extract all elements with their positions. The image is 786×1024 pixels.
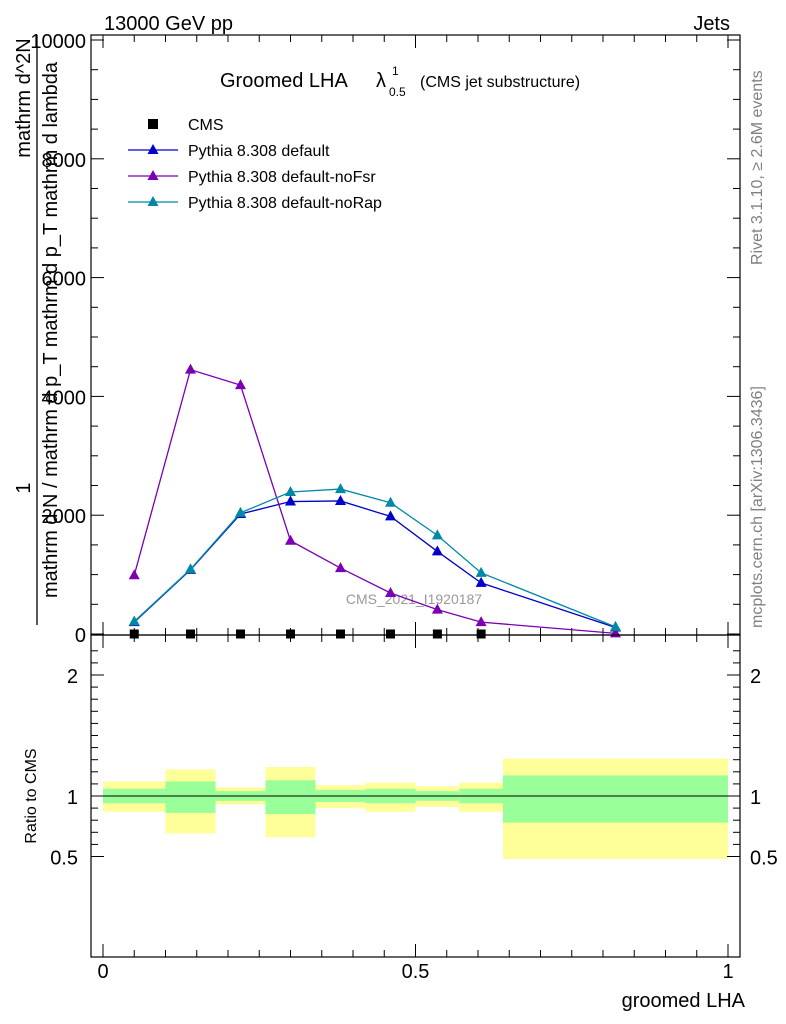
data-point-triangle: [475, 566, 487, 577]
data-point-triangle: [610, 620, 621, 631]
data-point-triangle: [475, 616, 487, 627]
legend: CMS Pythia 8.308 default Pythia 8.308 defa…: [128, 117, 382, 212]
legend-label: Pythia 8.308 default-noRap: [188, 195, 382, 212]
y-tick-label: 2000: [42, 506, 87, 528]
y-tick-label: 8000: [42, 150, 87, 172]
title-extra: (CMS jet substructure): [420, 74, 580, 91]
series-line: [133, 500, 616, 629]
legend-entry: Pythia 8.308 default-noRap: [128, 195, 382, 212]
x-tick-label: 0.5: [402, 961, 430, 983]
data-point-triangle: [431, 603, 443, 614]
ratio-y-tick-label-right: 0.5: [750, 848, 778, 870]
ratio-y-tick-label: 1: [67, 787, 78, 809]
y-axis-label-overlay: mathrm d^2N: [13, 38, 35, 157]
ratio-y-tick-label: 0.5: [50, 848, 78, 870]
series-1: [128, 494, 621, 632]
data-point-triangle: [475, 576, 487, 587]
title-superscript: 1: [392, 64, 399, 78]
series-0: [129, 629, 486, 639]
legend-label: Pythia 8.308 default-noFsr: [188, 169, 376, 186]
rivet-version-label: Rivet 3.1.10, ≥ 2.6M events: [749, 70, 766, 265]
title-subscript: 0.5: [389, 85, 406, 99]
series-layer: [128, 363, 621, 639]
plot-title: Groomed LHA λ 1 0.5 (CMS jet substructur…: [220, 64, 580, 99]
title-main: Groomed LHA: [220, 70, 348, 92]
legend-marker-triangle: [147, 196, 159, 206]
y-tick-label: 6000: [42, 269, 87, 291]
main-x-ticks: [102, 35, 729, 635]
legend-entry: CMS: [148, 117, 224, 134]
data-point-square: [186, 629, 195, 639]
main-y-axis: 0 2000 4000 6000 8000 10000: [30, 31, 740, 647]
x-tick-label: 0: [97, 961, 108, 983]
legend-entry: Pythia 8.308 default: [128, 143, 330, 160]
data-point-triangle: [285, 486, 296, 497]
data-point-triangle: [385, 587, 396, 598]
data-point-square: [386, 629, 395, 639]
ratio-x-axis: 0 0.5 1: [97, 635, 734, 983]
ratio-bands: [103, 758, 728, 859]
data-point-square: [236, 629, 245, 639]
data-point-triangle: [128, 569, 140, 580]
y-tick-label: 10000: [30, 31, 86, 53]
data-point-square: [129, 629, 139, 639]
legend-marker-triangle: [147, 170, 159, 180]
data-point-triangle: [385, 496, 396, 507]
data-point-triangle: [431, 545, 443, 556]
ratio-band-inner: [165, 781, 216, 813]
data-point-square: [336, 629, 345, 639]
legend-marker-square: [148, 119, 158, 129]
ratio-y-axis-label: Ratio to CMS: [23, 748, 40, 843]
data-point-triangle: [185, 563, 196, 574]
ratio-band-inner: [265, 780, 316, 815]
data-point-triangle: [335, 562, 346, 573]
ratio-band-inner: [503, 775, 728, 823]
legend-label: CMS: [188, 117, 224, 134]
series-2: [128, 363, 621, 638]
series-3: [128, 483, 621, 631]
ratio-y-tick-label-right: 1: [750, 787, 761, 809]
data-point-triangle: [235, 506, 246, 517]
data-point-square: [286, 629, 295, 639]
data-point-triangle: [431, 529, 443, 540]
process-label: Jets: [693, 13, 730, 35]
data-point-triangle: [235, 379, 246, 390]
data-point-triangle: [128, 615, 140, 626]
energy-label: 13000 GeV pp: [104, 13, 233, 35]
analysis-watermark: CMS_2021_I1920187: [346, 591, 482, 607]
ratio-y-tick-label: 2: [67, 666, 78, 688]
data-point-triangle: [385, 510, 396, 521]
data-point-square: [432, 629, 442, 639]
ratio-y-tick-label-right: 2: [750, 666, 761, 688]
data-point-triangle: [335, 494, 346, 505]
data-point-triangle: [185, 363, 196, 374]
y-axis-label-numerator: 1: [13, 482, 35, 493]
y-tick-label: 0: [75, 625, 86, 647]
title-lambda: λ: [376, 70, 386, 92]
mcplots-label: mcplots.cern.ch [arXiv:1306.3436]: [749, 386, 766, 628]
legend-label: Pythia 8.308 default: [188, 143, 330, 160]
y-axis-label-denominator: mathrm d N / mathrm d p_T mathrm d p_T m…: [40, 61, 62, 598]
ratio-y-axis: 0.5 0.5 1 1 2 2: [50, 650, 778, 870]
data-point-square: [476, 629, 486, 639]
x-tick-label: 1: [722, 961, 733, 983]
y-axis-label: 1 mathrm d N / mathrm d p_T mathrm d p_T…: [13, 35, 62, 625]
data-point-triangle: [285, 495, 296, 506]
x-axis-label: groomed LHA: [622, 990, 746, 1012]
y-tick-label: 4000: [42, 387, 87, 409]
legend-entry: Pythia 8.308 default-noFsr: [128, 169, 376, 186]
data-point-triangle: [335, 483, 346, 494]
legend-marker-triangle: [147, 144, 159, 154]
data-point-triangle: [285, 534, 296, 545]
